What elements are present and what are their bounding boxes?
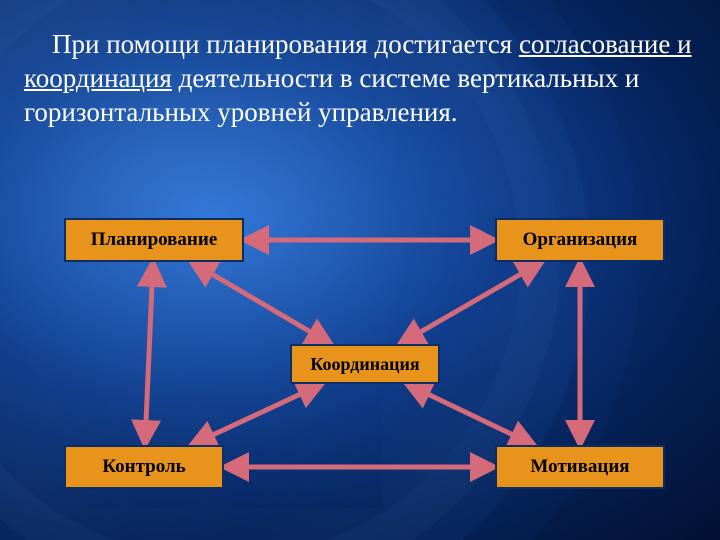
node-control: Контроль (64, 445, 224, 489)
edge-coordination-planning (191, 262, 331, 344)
slide-root: При помощи планирования достигается согл… (0, 0, 720, 540)
node-organization: Организация (495, 218, 665, 262)
edge-planning-control (145, 262, 153, 445)
node-coordination: Координация (290, 344, 440, 384)
edge-coordination-motivation (407, 384, 534, 445)
diagram-container: Планирование Организация Координация Контро… (0, 0, 720, 540)
node-motivation: Мотивация (495, 445, 665, 489)
edge-coordination-control (191, 384, 322, 445)
node-planning: Планирование (64, 218, 244, 262)
edge-coordination-organization (400, 262, 542, 344)
